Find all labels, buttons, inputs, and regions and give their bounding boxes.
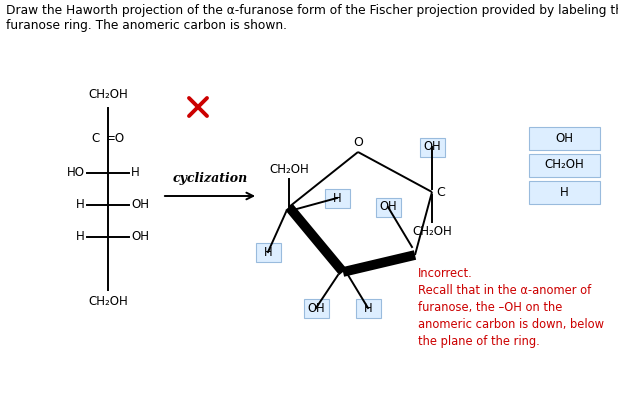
Text: CH₂OH: CH₂OH	[544, 158, 584, 172]
FancyBboxPatch shape	[376, 198, 400, 217]
Text: OH: OH	[131, 231, 149, 243]
Text: CH₂OH: CH₂OH	[269, 163, 309, 176]
Text: cyclization: cyclization	[172, 172, 248, 185]
Text: CH₂OH: CH₂OH	[412, 225, 452, 238]
Text: CH₂OH: CH₂OH	[88, 295, 128, 308]
Text: C: C	[436, 186, 445, 198]
Text: H: H	[131, 166, 140, 180]
Text: H: H	[560, 186, 569, 198]
Text: Incorrect.
Recall that in the α-anomer of
furanose, the –OH on the
anomeric carb: Incorrect. Recall that in the α-anomer o…	[418, 267, 604, 348]
Text: CH₂OH: CH₂OH	[88, 88, 128, 101]
Text: OH: OH	[307, 302, 325, 314]
Text: H: H	[363, 302, 372, 314]
FancyBboxPatch shape	[420, 138, 444, 156]
Text: H: H	[332, 192, 341, 205]
FancyBboxPatch shape	[528, 180, 599, 203]
Text: H: H	[76, 198, 85, 211]
Text: H: H	[76, 231, 85, 243]
FancyBboxPatch shape	[303, 298, 329, 318]
FancyBboxPatch shape	[355, 298, 381, 318]
Text: OH: OH	[379, 200, 397, 213]
Text: OH: OH	[131, 198, 149, 211]
Text: C: C	[91, 132, 100, 144]
FancyBboxPatch shape	[528, 154, 599, 176]
Text: HO: HO	[67, 166, 85, 180]
Text: OH: OH	[423, 140, 441, 154]
FancyBboxPatch shape	[324, 188, 350, 207]
Text: OH: OH	[555, 132, 573, 144]
Text: O: O	[353, 136, 363, 149]
Text: H: H	[264, 245, 273, 259]
Text: Draw the Haworth projection of the α-furanose form of the Fischer projection pro: Draw the Haworth projection of the α-fur…	[6, 4, 618, 32]
FancyBboxPatch shape	[255, 243, 281, 261]
Text: =O: =O	[106, 132, 125, 144]
FancyBboxPatch shape	[528, 126, 599, 150]
